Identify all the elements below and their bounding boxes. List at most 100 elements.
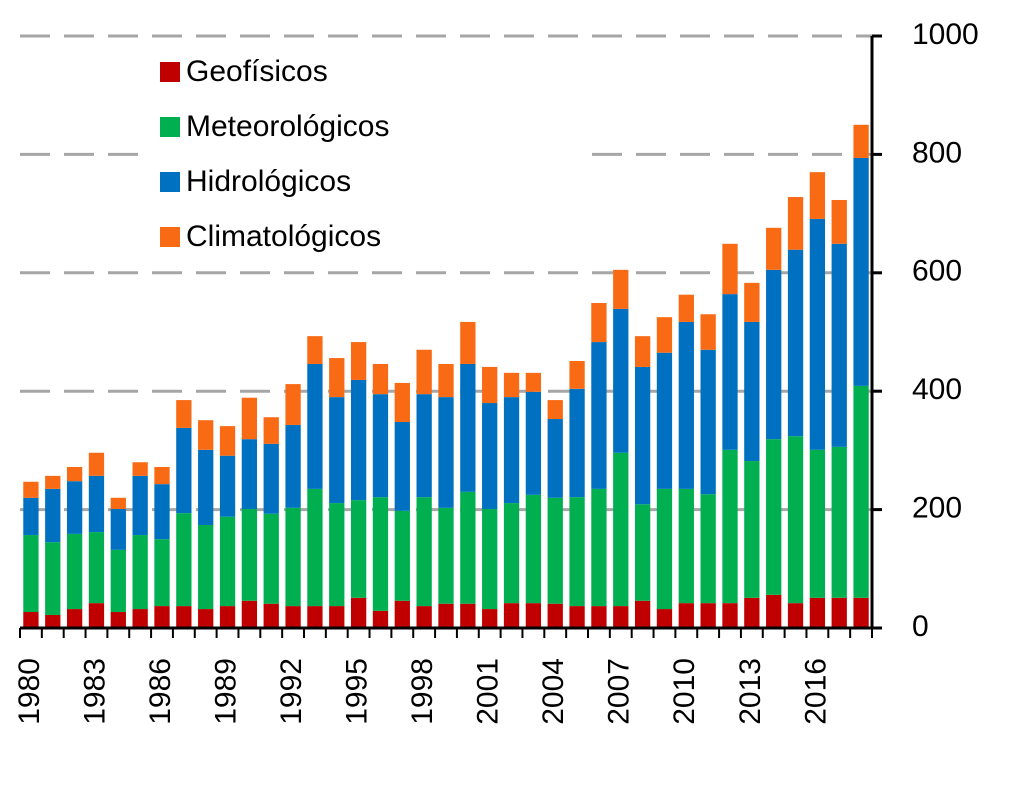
bar-segment <box>307 363 323 489</box>
bar-segment <box>329 503 345 607</box>
bar-segment <box>700 349 716 495</box>
bar-segment <box>503 372 520 398</box>
bar-segment <box>241 397 258 440</box>
y-tick-label: 800 <box>912 136 962 169</box>
x-tick-label: 2001 <box>472 658 505 725</box>
bar-segment <box>219 606 236 628</box>
bar-segment <box>787 436 804 604</box>
bar-segment <box>460 321 476 364</box>
bar-segment <box>45 488 61 543</box>
bar-segment <box>66 466 83 482</box>
legend-background <box>150 50 590 262</box>
bar-segment <box>416 394 432 498</box>
y-tick-label: 400 <box>912 373 962 406</box>
bar-segment <box>350 500 367 598</box>
bar-segment <box>744 597 760 628</box>
bar-segment <box>766 269 782 440</box>
bar-segment <box>394 382 410 422</box>
bar-segment <box>372 497 389 611</box>
bar-segment <box>656 488 673 610</box>
legend-label: Meteorológicos <box>186 110 389 143</box>
bar-segment <box>198 449 214 525</box>
bar-segment <box>176 606 192 628</box>
bar-segment <box>634 504 651 601</box>
bar-segment <box>263 443 279 514</box>
bar-segment <box>219 516 236 607</box>
bar-segment <box>809 449 826 598</box>
bar-segment <box>634 336 651 367</box>
bar-segment <box>656 317 673 353</box>
bar-segment <box>350 379 367 501</box>
bar-segment <box>329 397 345 504</box>
bar-segment <box>23 535 39 613</box>
bar-segment <box>88 452 105 476</box>
bar-segment <box>766 439 782 595</box>
bar-segment <box>503 603 520 628</box>
bar-segment <box>809 218 826 450</box>
bar-segment <box>198 524 214 610</box>
bar-segment <box>285 424 301 508</box>
x-tick-label: 1998 <box>406 658 439 725</box>
bar-segment <box>307 336 323 364</box>
bar-segment <box>438 363 454 398</box>
bar-segment <box>132 475 148 536</box>
bar-segment <box>634 366 651 505</box>
bar-segment <box>23 497 39 536</box>
bar-segment <box>656 352 673 489</box>
bar-segment <box>547 497 563 604</box>
bar-segment <box>198 420 214 450</box>
bar-segment <box>132 609 148 628</box>
bar-segment <box>198 609 214 628</box>
bar-segment <box>329 358 345 398</box>
bar-segment <box>678 321 694 489</box>
legend-label: Climatológicos <box>186 220 381 253</box>
bar-segment <box>394 421 410 511</box>
bar-segment <box>23 481 39 498</box>
bar-segment <box>591 606 607 628</box>
bar-segment <box>460 363 476 492</box>
legend-swatch <box>160 117 180 137</box>
bar-segment <box>853 157 869 386</box>
bar-segment <box>525 494 542 604</box>
bar-segment <box>613 606 629 628</box>
bar-segment <box>132 535 148 610</box>
legend-label: Geofísicos <box>186 55 328 88</box>
bar-segment <box>372 394 389 498</box>
bar-segment <box>45 542 61 615</box>
bar-segment <box>176 400 192 428</box>
bar-segment <box>613 308 629 453</box>
bar-segment <box>219 426 236 456</box>
bar-segment <box>482 509 498 610</box>
bar-segment <box>744 461 760 598</box>
bar-segment <box>45 614 61 628</box>
bar-segment <box>700 314 716 350</box>
bar-segment <box>547 603 563 628</box>
y-tick-label: 200 <box>912 492 962 525</box>
bar-segment <box>591 342 607 489</box>
bar-segment <box>787 603 804 628</box>
bar-segment <box>591 302 607 343</box>
bar-segment <box>766 594 782 628</box>
bar-segment <box>438 507 454 604</box>
bar-segment <box>613 452 629 607</box>
legend-swatch <box>160 172 180 192</box>
bar-segment <box>307 606 323 628</box>
bar-segment <box>678 488 694 604</box>
bar-segment <box>438 397 454 508</box>
x-tick-label: 2007 <box>603 658 636 725</box>
x-tick-label: 1980 <box>13 658 46 725</box>
bar-segment <box>503 397 520 504</box>
bar-segment <box>154 539 170 607</box>
bar-segment <box>372 363 389 395</box>
x-tick-label: 1983 <box>78 658 111 725</box>
bar-segment <box>460 603 476 628</box>
bar-segment <box>438 603 454 628</box>
bar-segment <box>460 491 476 604</box>
bar-segment <box>154 466 170 485</box>
bar-segment <box>66 481 83 534</box>
bar-segment <box>744 321 760 462</box>
legend-swatch <box>160 62 180 82</box>
bar-segment <box>525 603 542 628</box>
x-tick-label: 1995 <box>341 658 374 725</box>
bar-segment <box>678 603 694 628</box>
